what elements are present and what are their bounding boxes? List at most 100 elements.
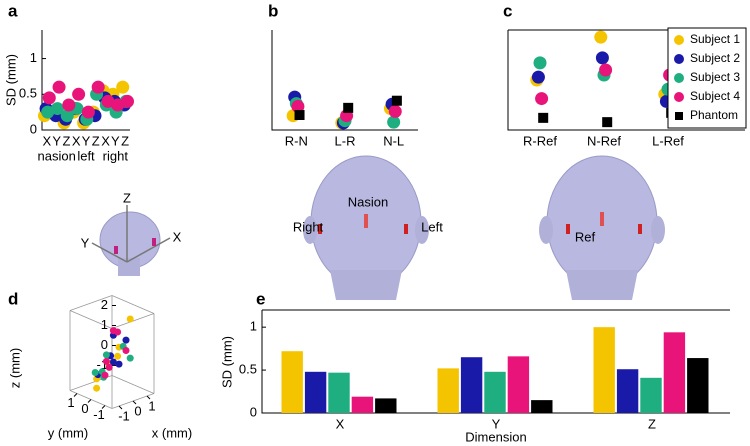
x-tick-label: Y — [82, 133, 91, 148]
annotation: Y — [81, 235, 90, 250]
bar — [328, 372, 350, 413]
bar — [640, 377, 662, 413]
dot — [60, 109, 74, 123]
bar — [616, 369, 639, 413]
x-tick-label: Y — [111, 133, 120, 148]
x-tick-label: X — [43, 133, 52, 148]
dot — [594, 30, 608, 44]
bar — [304, 371, 327, 413]
legend-swatch — [674, 73, 684, 83]
y-tick-label: -1 — [93, 407, 105, 422]
x-tick-label: Z — [648, 416, 656, 431]
x-tick-label: R-Ref — [523, 133, 557, 148]
x-tick-label: N-Ref — [587, 133, 621, 148]
legend-label: Phantom — [690, 108, 738, 122]
bar — [687, 358, 709, 413]
axis-line — [271, 30, 418, 131]
panel-label: a — [8, 1, 18, 20]
bar — [437, 368, 459, 413]
dot — [91, 80, 105, 94]
legend-swatch — [674, 92, 684, 102]
dot — [62, 98, 76, 112]
point — [93, 384, 101, 392]
z-tick-label: 1 — [101, 317, 108, 332]
group-label: nasion — [38, 148, 76, 163]
annotation: X — [173, 229, 182, 244]
dot — [291, 99, 305, 113]
y-tick — [87, 399, 92, 403]
x-tick-label: N-L — [383, 133, 404, 148]
dot — [72, 87, 86, 101]
x-tick — [118, 405, 123, 410]
y-tick — [73, 393, 78, 397]
group-label: left — [77, 148, 95, 163]
dot — [535, 92, 549, 106]
point — [122, 336, 130, 344]
panel-label: c — [503, 1, 512, 20]
bar — [531, 400, 553, 413]
head-a — [91, 205, 171, 276]
x-tick-label: L-R — [335, 133, 356, 148]
point — [115, 360, 123, 368]
dot — [294, 110, 305, 120]
x-tick-label: 1 — [148, 398, 155, 413]
y-tick-label: 1 — [67, 395, 74, 410]
point — [122, 347, 130, 354]
y-tick-label: 0 — [30, 121, 37, 136]
bar — [351, 396, 374, 413]
x-tick-label: Z — [121, 133, 129, 148]
x-tick-label: L-Ref — [652, 133, 684, 148]
legend-swatch — [674, 54, 684, 64]
dot — [41, 105, 55, 119]
y-tick-label: 1 — [30, 50, 37, 65]
x-tick — [132, 400, 137, 405]
bar — [281, 351, 303, 413]
box-edge — [111, 375, 155, 394]
x-tick-label: R-N — [285, 133, 308, 148]
point — [101, 371, 109, 379]
y-axis-label: y (mm) — [48, 425, 88, 440]
x-tick — [146, 395, 151, 400]
box-edge — [111, 295, 155, 314]
dot — [101, 94, 115, 108]
y-tick — [101, 405, 106, 409]
dot — [602, 117, 613, 128]
group-label: right — [103, 148, 129, 163]
y-tick-label: 0.5 — [19, 86, 37, 101]
dot — [538, 112, 549, 123]
x-tick-label: X — [101, 133, 110, 148]
annotation: Nasion — [348, 194, 388, 209]
bar — [375, 398, 397, 413]
dot — [595, 51, 609, 65]
point — [114, 328, 122, 336]
dot — [391, 95, 402, 106]
dot — [343, 102, 354, 113]
point — [126, 354, 134, 362]
box-edge — [69, 310, 113, 329]
y-axis-label: SD (mm) — [219, 336, 234, 388]
z-tick-label: -1 — [96, 357, 108, 372]
y-axis-label: SD (mm) — [3, 54, 18, 106]
dot — [50, 102, 64, 116]
x-tick-label: 0 — [134, 403, 141, 418]
dot — [111, 98, 125, 112]
point — [102, 357, 110, 365]
point — [114, 352, 122, 360]
y-tick-label: 1 — [250, 319, 257, 334]
x-tick-label: Y — [52, 133, 61, 148]
annotation: Ref — [575, 229, 596, 244]
head-c — [539, 155, 665, 300]
dot — [52, 80, 66, 94]
legend-swatch — [674, 35, 684, 45]
legend-label: Subject 3 — [690, 70, 740, 84]
point — [109, 358, 117, 366]
z-tick-label: 2 — [101, 297, 108, 312]
panel-label: e — [256, 289, 265, 308]
z-tick-label: 0 — [101, 337, 108, 352]
x-tick-label: -1 — [118, 408, 130, 423]
dot — [42, 91, 56, 105]
legend-swatch — [675, 112, 683, 120]
y-tick-label: 0 — [81, 401, 88, 416]
dot — [599, 63, 613, 77]
